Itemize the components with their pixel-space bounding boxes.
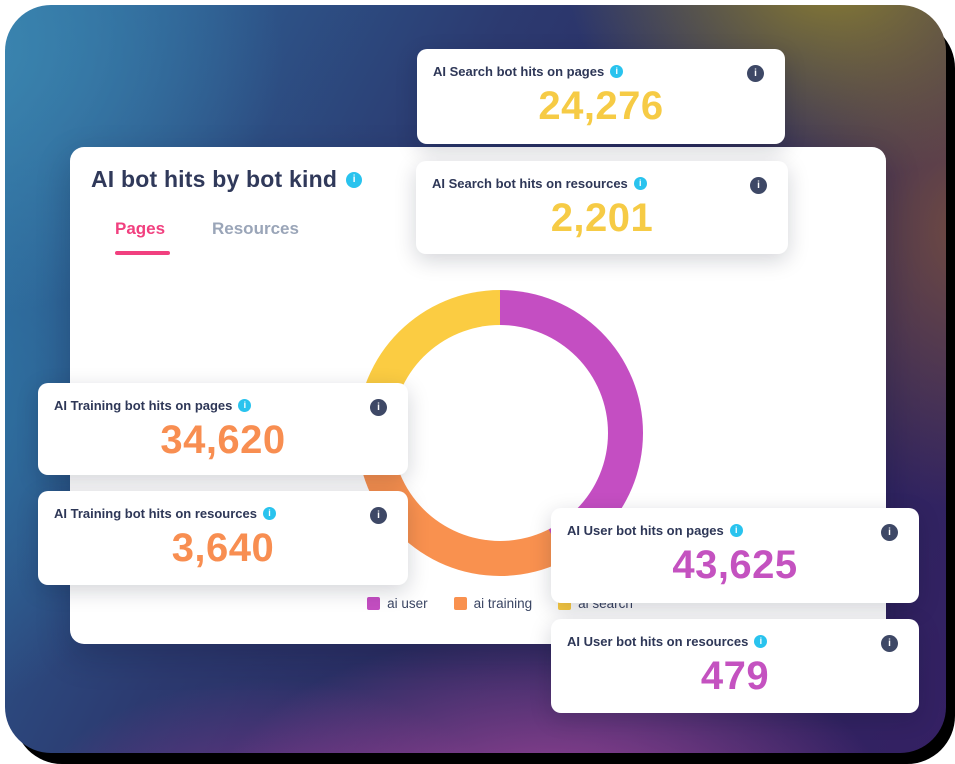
stat-label-text: AI User bot hits on pages [567, 523, 724, 538]
stat-card-search-resources: AI Search bot hits on resources i i 2,20… [416, 161, 788, 254]
legend-label-ai-training: ai training [473, 596, 533, 611]
stat-card-user-resources: AI User bot hits on resources i i 479 [551, 619, 919, 713]
legend-label-ai-user: ai user [387, 596, 428, 611]
legend-item-ai-user[interactable]: ai user [367, 596, 428, 611]
card-info-icon[interactable]: i [881, 635, 898, 652]
tab-resources-label: Resources [212, 219, 299, 238]
stat-card-label: AI Training bot hits on pages i [54, 398, 252, 413]
tab-bar: Pages Resources [115, 219, 299, 255]
tab-resources[interactable]: Resources [212, 219, 299, 255]
label-info-icon[interactable]: i [238, 399, 252, 412]
stat-card-training-resources: AI Training bot hits on resources i i 3,… [38, 491, 408, 585]
stat-card-value: 2,201 [550, 196, 654, 240]
label-info-icon[interactable]: i [610, 65, 624, 78]
stat-card-label: AI Training bot hits on resources i [54, 506, 276, 521]
label-info-icon[interactable]: i [262, 507, 276, 520]
tab-pages-label: Pages [115, 219, 166, 238]
donut-hole [392, 325, 608, 541]
stat-card-value: 43,625 [672, 543, 798, 587]
label-info-icon[interactable]: i [754, 635, 768, 648]
card-info-icon[interactable]: i [370, 399, 387, 416]
stat-label-text: AI Training bot hits on resources [54, 506, 257, 521]
stat-card-label: AI User bot hits on pages i [567, 523, 743, 538]
legend-swatch-ai-training [453, 597, 467, 610]
stat-card-user-pages: AI User bot hits on pages i i 43,625 [551, 508, 919, 603]
legend-item-ai-training[interactable]: ai training [453, 596, 533, 611]
stat-card-training-pages: AI Training bot hits on pages i i 34,620 [38, 383, 408, 475]
stat-card-value: 34,620 [160, 418, 286, 462]
stat-label-text: AI Training bot hits on pages [54, 398, 233, 413]
card-info-icon[interactable]: i [750, 177, 767, 194]
stat-label-text: AI Search bot hits on pages [433, 64, 605, 79]
card-info-icon[interactable]: i [370, 507, 387, 524]
title-info-icon[interactable]: i [346, 171, 363, 188]
stat-card-value: 3,640 [171, 526, 275, 570]
stat-card-search-pages: AI Search bot hits on pages i i 24,276 [417, 49, 785, 144]
legend-swatch-ai-user [367, 597, 381, 610]
label-info-icon[interactable]: i [729, 524, 743, 537]
label-info-icon[interactable]: i [633, 177, 647, 190]
stat-card-label: AI Search bot hits on pages i [433, 64, 624, 79]
card-title-row: AI bot hits by bot kind i [91, 166, 363, 193]
page-title: AI bot hits by bot kind [91, 166, 338, 192]
stat-card-value: 24,276 [538, 84, 664, 128]
card-info-icon[interactable]: i [747, 65, 764, 82]
stat-label-text: AI Search bot hits on resources [432, 176, 628, 191]
stat-card-label: AI User bot hits on resources i [567, 634, 768, 649]
active-tab-underline [115, 251, 170, 255]
stat-card-value: 479 [700, 654, 770, 698]
stat-label-text: AI User bot hits on resources [567, 634, 749, 649]
tab-pages[interactable]: Pages [115, 219, 170, 255]
card-info-icon[interactable]: i [881, 524, 898, 541]
stat-card-label: AI Search bot hits on resources i [432, 176, 647, 191]
